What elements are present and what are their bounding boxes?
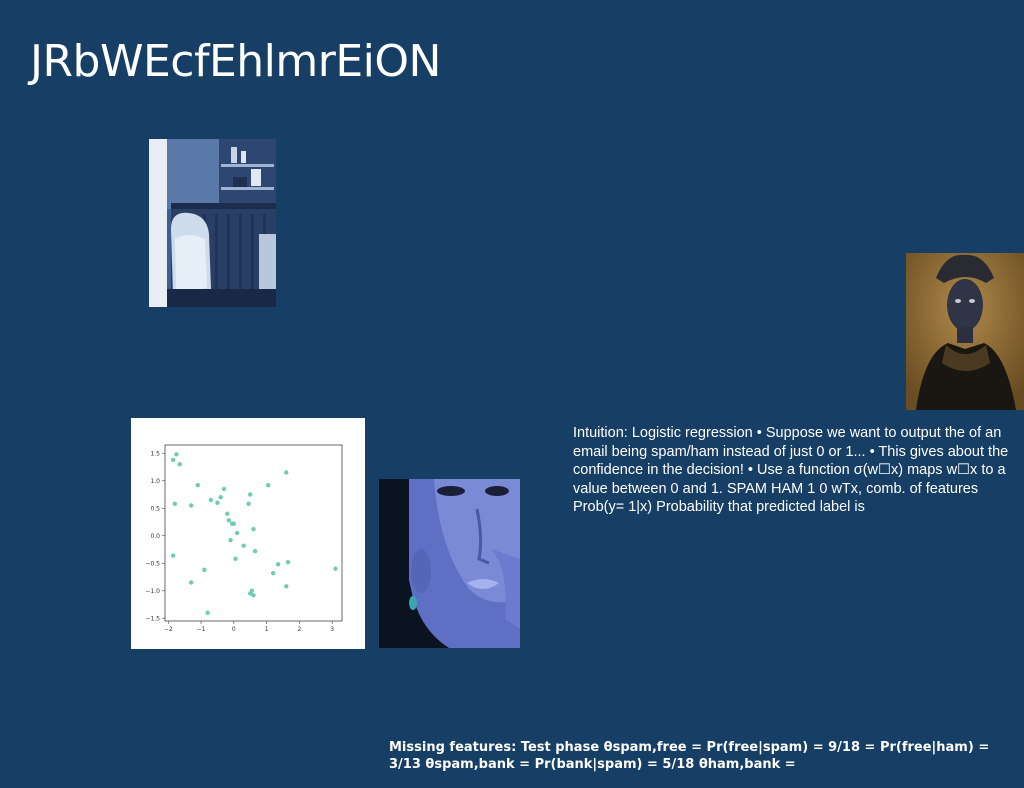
y-tick-label: 0.0 (150, 533, 160, 540)
x-tick-label: 1 (265, 626, 269, 633)
y-tick-label: −1.0 (145, 588, 160, 595)
scatter-point (241, 543, 246, 548)
scatter-point (174, 452, 179, 457)
scatter-point (189, 503, 194, 508)
scatter-point (252, 548, 258, 554)
y-tick-label: −0.5 (145, 560, 160, 567)
scatter-plot: −2 −1 0 1 2 3 −1.5 −1.0 −0.5 0.0 0.5 1.0 1.5 (131, 418, 365, 649)
scatter-point (285, 559, 291, 565)
scatter-point (189, 580, 194, 585)
x-tick-label: −1 (197, 626, 206, 633)
scatter-point (284, 470, 289, 475)
scatter-point (170, 457, 176, 463)
scatter-point (195, 482, 200, 488)
scatter-point (248, 492, 253, 497)
blue-face-photo (379, 479, 520, 648)
scatter-point (234, 530, 240, 536)
scatter-point (266, 482, 271, 488)
y-tick-label: 1.5 (150, 450, 160, 457)
scatter-point (275, 562, 281, 567)
slide-title: JRbWEcfEhlmrEiON (30, 36, 441, 87)
scatter-point (202, 567, 207, 573)
x-tick-label: 2 (297, 626, 301, 633)
scatter-point (177, 462, 182, 467)
scatter-point (270, 570, 276, 576)
scatter-point (246, 501, 251, 507)
y-tick-label: −1.5 (145, 615, 160, 622)
scatter-point (249, 588, 255, 593)
scatter-point (215, 500, 220, 505)
room-interior-photo (149, 139, 276, 307)
scatter-point (251, 592, 256, 598)
scatter-point (233, 556, 238, 562)
scatter-point (208, 497, 214, 503)
scatter-point (251, 526, 256, 532)
portrait-photo (906, 253, 1024, 410)
scatter-point (225, 511, 230, 516)
scatter-point (221, 486, 227, 492)
y-tick-label: 1.0 (150, 478, 160, 485)
x-tick-label: −2 (164, 626, 173, 633)
scatter-point (170, 553, 176, 558)
scatter-point (218, 495, 223, 500)
scatter-point (231, 521, 237, 526)
body-text: Intuition: Logistic regression • Suppose… (573, 425, 1009, 515)
scatter-point (284, 584, 289, 589)
plot-frame (164, 444, 343, 622)
x-tick-label: 3 (330, 626, 334, 633)
x-tick-label: 0 (232, 626, 236, 633)
scatter-point (226, 518, 232, 523)
footer-text: Missing features: Test phase θspam,free … (389, 740, 990, 772)
scatter-point (205, 610, 210, 615)
scatter-point (228, 537, 233, 543)
scatter-point (172, 501, 178, 507)
y-tick-label: 0.5 (150, 505, 160, 512)
scatter-point (333, 566, 338, 571)
